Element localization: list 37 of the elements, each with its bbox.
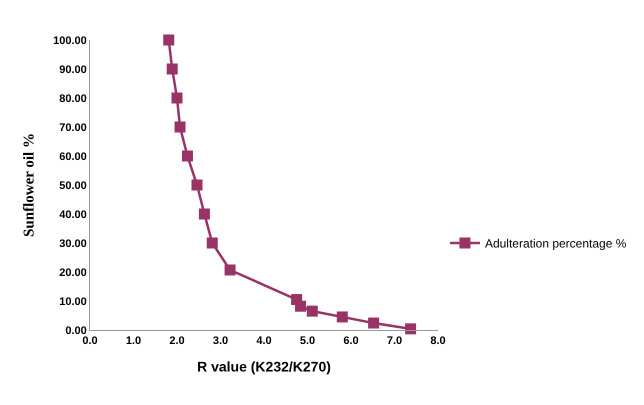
x-tick-label: 7.0 — [386, 335, 402, 348]
point — [306, 306, 318, 317]
x-tick-label: 6.0 — [343, 335, 359, 348]
point — [174, 122, 186, 132]
point — [336, 311, 348, 322]
point — [166, 64, 178, 74]
x-tick-label: 4.0 — [256, 335, 272, 348]
x-axis-title: R value (K232/K270) — [197, 358, 331, 374]
x-tick-label: 2.0 — [169, 335, 185, 348]
y-tick-label: 20.00 — [59, 266, 87, 279]
y-tick-label: 80.00 — [59, 92, 87, 105]
point — [368, 318, 380, 329]
point — [163, 34, 174, 46]
x-tick-label: 0.0 — [82, 335, 98, 348]
y-tick-label: 60.00 — [59, 150, 87, 163]
point — [224, 264, 236, 276]
point — [405, 323, 416, 334]
y-tick-label: 100.00 — [53, 34, 87, 47]
y-tick-label: 10.00 — [59, 296, 87, 308]
y-tick-label: 40.00 — [59, 208, 87, 221]
point — [206, 238, 218, 248]
point — [172, 92, 182, 104]
x-tick-label: 1.0 — [126, 335, 142, 348]
y-tick-label: 70.00 — [59, 122, 87, 134]
x-tick-label: 8.0 — [430, 335, 446, 348]
x-tick-label: 3.0 — [212, 335, 228, 348]
y-tick-label: 90.00 — [59, 64, 87, 76]
legend-label: Adulteration percentage % — [484, 236, 627, 251]
y-axis-title: Sunflower oil % — [21, 133, 38, 237]
y-tick-label: 30.00 — [59, 238, 87, 250]
y-tick-label: 50.00 — [59, 180, 87, 192]
x-tick-label: 5.0 — [300, 335, 316, 348]
point — [295, 300, 306, 312]
point — [198, 208, 210, 220]
y-tick-label: 0.00 — [65, 324, 87, 337]
point — [182, 150, 193, 162]
point — [192, 180, 203, 190]
